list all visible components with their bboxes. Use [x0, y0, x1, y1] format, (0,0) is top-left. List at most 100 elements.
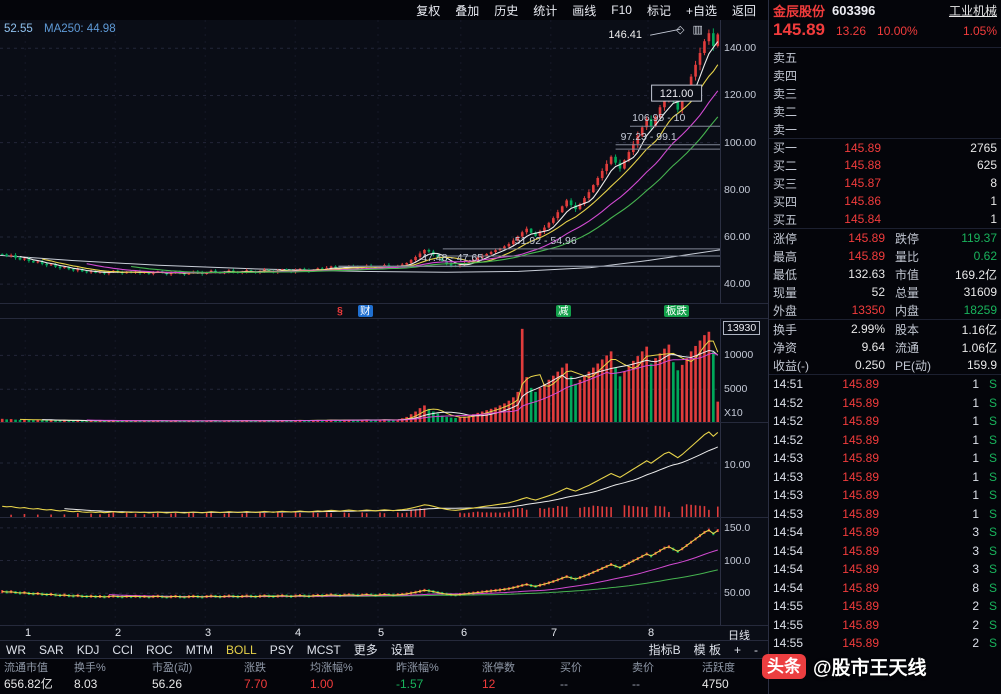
indicator2-chart[interactable]	[0, 518, 720, 625]
toolbar-item-4[interactable]: 统计	[533, 3, 558, 18]
tabbar-right-4[interactable]: -	[754, 642, 758, 657]
bid-row-3[interactable]: 买三 145.87 8	[769, 174, 1001, 192]
ask-row-4[interactable]: 卖四	[769, 66, 1001, 84]
bid-row-5[interactable]: 买五 145.84 1	[769, 210, 1001, 228]
toolbar-item-6[interactable]: F10	[611, 3, 632, 17]
price-scale: 140.00 120.00 100.00 80.00 60.00 40.00	[720, 20, 768, 303]
bid-volume: 1	[990, 212, 997, 226]
order-book: 卖五 卖四 卖三 卖二 卖一 买一 145.89 2765 买二 145.88 625 买三 145.8…	[769, 48, 1001, 228]
tick-side: S	[988, 636, 997, 651]
diamond-icon[interactable]: ◇	[676, 24, 685, 36]
tabbar-right-2[interactable]: 模 板	[693, 643, 721, 657]
svg-text:121.00: 121.00	[660, 88, 694, 100]
tick-row-13: 14:55 145.89 2 S	[769, 597, 1001, 616]
stat-label: 净资	[773, 340, 798, 355]
indicator-tab-wr[interactable]: WR	[6, 642, 26, 657]
toolbar-item-9[interactable]: 返回	[731, 3, 756, 18]
toolbar-item-8[interactable]: +自选	[685, 3, 717, 18]
indicator-tab-psy[interactable]: PSY	[269, 642, 294, 657]
event-marker[interactable]: 板跌	[664, 305, 689, 317]
toolbar-item-7[interactable]: 标记	[646, 3, 671, 18]
tick-price: 145.89	[842, 506, 879, 521]
indicator2-tick: 100.0	[724, 555, 751, 567]
indicator2-svg[interactable]	[0, 518, 720, 625]
indicator-tab-更多[interactable]: 更多	[353, 643, 378, 657]
footer-col-2: 换手% 8.03	[70, 659, 148, 694]
stat-row: 最高 145.89 量比 0.62	[769, 247, 1001, 265]
volume-chart[interactable]	[0, 319, 720, 422]
main-candlestick-svg[interactable]: 146.41 121.00 106.95 - 10 97.23 - 99.1 51.92…	[0, 20, 720, 303]
main-chart-pane: 52.55 MA250: 44.98 ◇ ▥ 146.41 121.00 106.95…	[0, 20, 768, 303]
tick-row-15: 14:55 145.89 2 S	[769, 634, 1001, 653]
toolbar-item-2[interactable]: 叠加	[455, 3, 480, 18]
tick-time: 14:53	[773, 469, 804, 484]
ask-row-3[interactable]: 卖三	[769, 84, 1001, 102]
tick-time: 14:52	[773, 414, 804, 429]
indicator-tab-boll[interactable]: BOLL	[226, 642, 257, 657]
price-row: 145.89 13.26 10.00% 1.05%	[769, 20, 1001, 48]
volume-svg[interactable]	[0, 319, 720, 422]
price-change: 13.26	[836, 24, 867, 38]
indicator2-tick: 50.00	[724, 587, 751, 599]
bid-row-2[interactable]: 买二 145.88 625	[769, 156, 1001, 174]
tick-price: 145.89	[842, 469, 879, 484]
event-marker[interactable]: §	[337, 305, 343, 317]
tick-time: 14:52	[773, 432, 804, 447]
ask-row-2[interactable]: 卖二	[769, 102, 1001, 120]
toolbar-item-3[interactable]: 历史	[494, 3, 519, 18]
indicator-tab-roc[interactable]: ROC	[146, 642, 173, 657]
indicator-value: 52.55	[4, 23, 33, 35]
price-tick: 100.00	[724, 137, 757, 149]
bid-row-4[interactable]: 买四 145.86 1	[769, 192, 1001, 210]
footer-label: 涨跌	[244, 662, 266, 674]
indicator-tab-设置[interactable]: 设置	[390, 643, 415, 657]
period-selector[interactable]: 日线	[728, 630, 750, 642]
stat-row: 收益(-) 0.250 PE(动) 159.9	[769, 356, 1001, 374]
event-marker[interactable]: 减	[556, 305, 571, 317]
tick-side: S	[988, 525, 997, 540]
stat-value: 31609	[963, 285, 997, 299]
candlestick-chart[interactable]: 146.41 121.00 106.95 - 10 97.23 - 99.1 51.92…	[0, 20, 720, 303]
ask-row-1[interactable]: 卖一	[769, 120, 1001, 138]
indicator-tab-kdj[interactable]: KDJ	[76, 642, 100, 657]
indicator1-svg[interactable]	[0, 423, 720, 517]
indicator1-chart[interactable]	[0, 423, 720, 517]
tick-volume: 3	[972, 525, 979, 540]
footer-value: 7.70	[244, 677, 268, 691]
indicator-tab-mtm[interactable]: MTM	[185, 642, 214, 657]
event-marker[interactable]: 财	[358, 305, 373, 317]
toolbar-item-1[interactable]: 复权	[416, 3, 441, 18]
footer-value: 12	[482, 677, 496, 691]
watermark: 头条 @股市王天线	[762, 653, 927, 680]
stat-value: 18259	[963, 303, 997, 317]
stat-value: 132.63	[848, 267, 885, 281]
footer-value: --	[560, 677, 568, 691]
bid-row-1[interactable]: 买一 145.89 2765	[769, 138, 1001, 156]
ask-row-5[interactable]: 卖五	[769, 48, 1001, 66]
tabbar-right-1[interactable]: 指标B	[648, 643, 681, 657]
tabbar-right-3[interactable]: +	[733, 642, 741, 657]
indicator-tab-cci[interactable]: CCI	[112, 642, 134, 657]
extra-pct: 1.05%	[962, 24, 997, 38]
stat-value: 52	[871, 285, 885, 299]
industry-link[interactable]: 工业机械	[948, 3, 997, 18]
indicator-tab-sar[interactable]: SAR	[39, 642, 64, 657]
stat-label: 量比	[895, 249, 920, 264]
tick-price: 145.89	[842, 636, 879, 651]
tick-volume: 1	[972, 432, 979, 447]
indicator-tabbar: WR SAR KDJ CCI ROC MTM BOLL PSY MCST 更多 设置 指标B 模 板 + -	[0, 640, 768, 658]
stat-label: 外盘	[773, 303, 798, 318]
watermark-handle: @股市王天线	[813, 658, 927, 679]
stat-label: 现量	[773, 285, 798, 300]
tick-volume: 8	[972, 580, 979, 595]
volume-tick: 5000	[724, 383, 748, 395]
panes-icon[interactable]: ▥	[692, 24, 703, 36]
tick-row-10: 14:54 145.89 3 S	[769, 542, 1001, 561]
stat-value: 145.89	[848, 231, 885, 245]
toolbar-item-5[interactable]: 画线	[572, 3, 597, 18]
tick-volume: 2	[972, 599, 979, 614]
indicator2-tick: 150.0	[724, 522, 751, 534]
stat-row: 净资 9.64 流通 1.06亿	[769, 338, 1001, 356]
indicator-tab-mcst[interactable]: MCST	[306, 642, 341, 657]
